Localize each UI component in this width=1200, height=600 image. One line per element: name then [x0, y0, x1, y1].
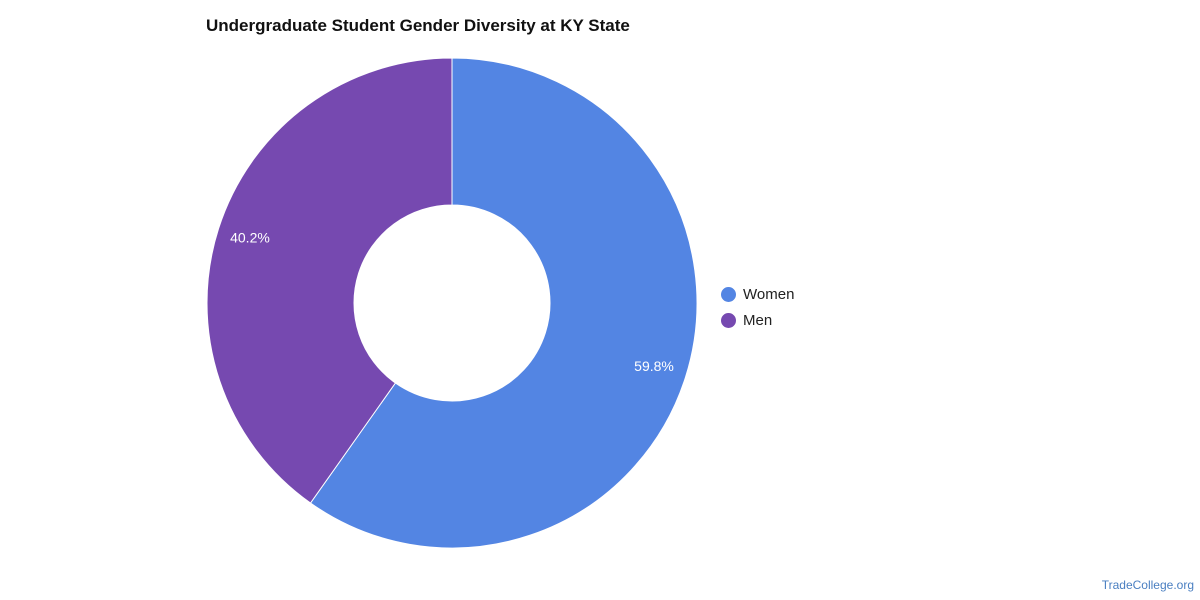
legend-label-women: Women: [743, 285, 795, 303]
legend-swatch-men: [721, 312, 736, 328]
chart-legend: Women Men: [721, 281, 794, 333]
slice-men[interactable]: [206, 57, 453, 504]
chart-title: Undergraduate Student Gender Diversity a…: [206, 16, 630, 35]
slice-label-women: 59.8%: [634, 358, 674, 374]
source-link[interactable]: TradeCollege.org: [1101, 578, 1194, 592]
legend-swatch-women: [721, 286, 736, 302]
slice-women[interactable]: [309, 57, 698, 549]
legend-item-women[interactable]: Women: [721, 281, 794, 307]
slice-label-men: 40.2%: [230, 229, 270, 245]
legend-label-men: Men: [743, 311, 773, 329]
legend-item-men[interactable]: Men: [721, 307, 794, 333]
